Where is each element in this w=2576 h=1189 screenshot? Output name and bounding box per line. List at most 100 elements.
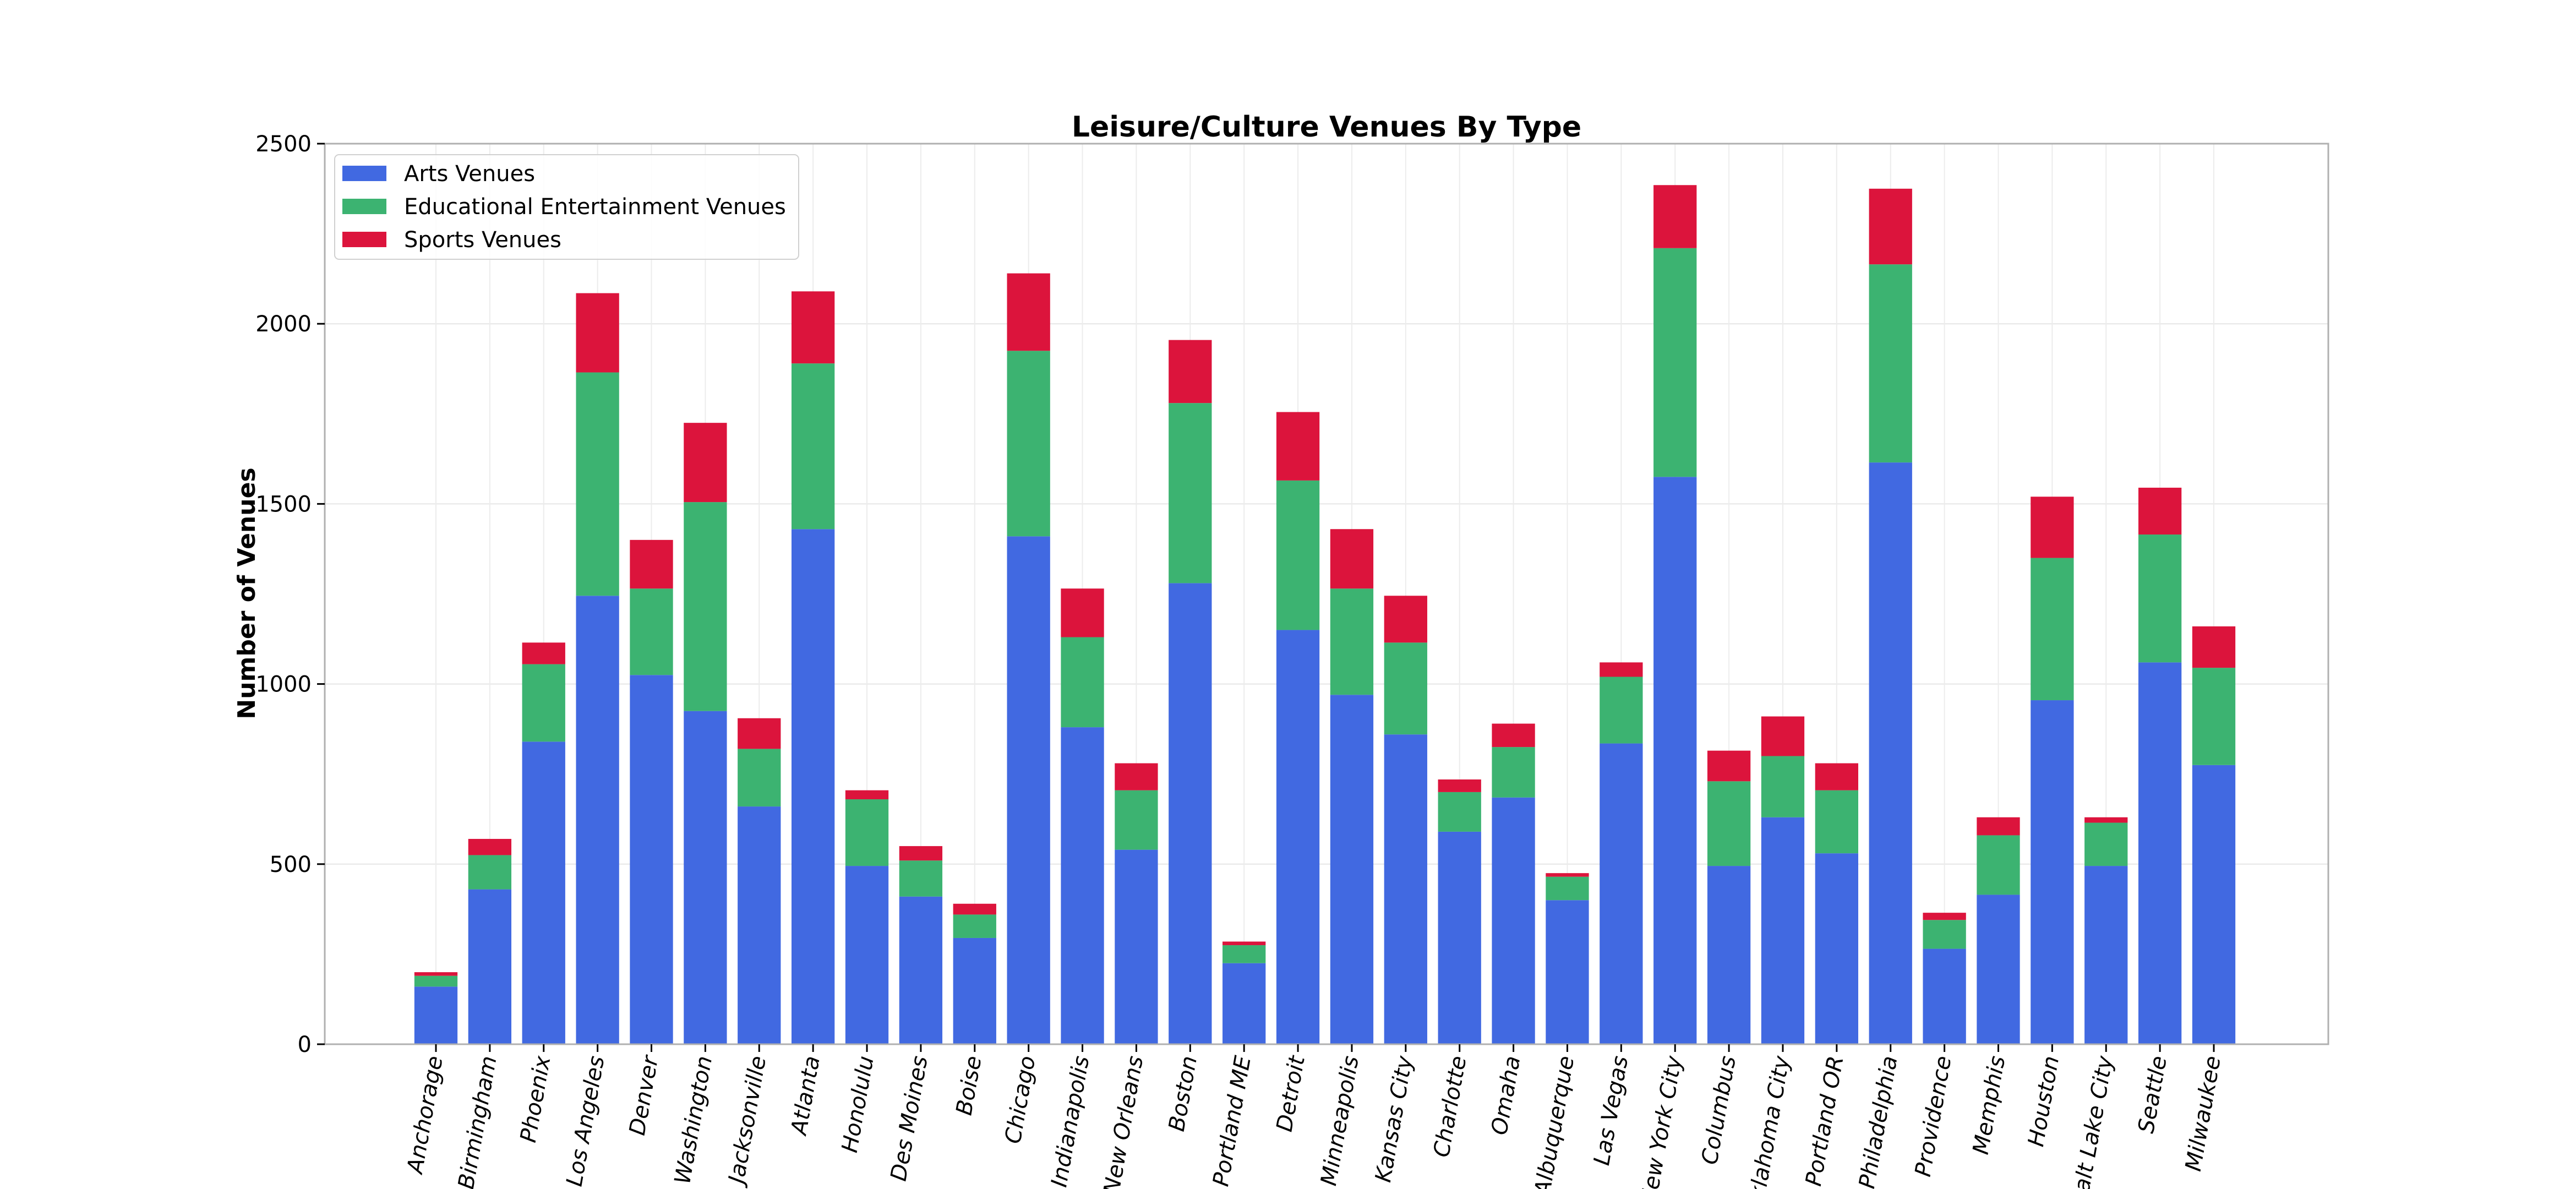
bar-educational-seattle [2138, 534, 2182, 663]
bar-sports-phoenix [522, 642, 565, 664]
x-tick-label: Denver [625, 1052, 664, 1137]
x-tick-label: Boston [1164, 1054, 1202, 1133]
bar-arts-anchorage [414, 986, 458, 1044]
bar-educational-honolulu [845, 799, 889, 866]
bar-arts-minneapolis [1330, 695, 1374, 1044]
x-tick-label: Oklahoma City [1742, 1053, 1795, 1189]
bar-educational-des-moines [899, 860, 943, 897]
x-tick-label: Boise [951, 1054, 986, 1117]
y-tick-label: 1500 [255, 492, 312, 517]
bar-educational-minneapolis [1330, 588, 1374, 695]
bar-sports-seattle [2138, 487, 2182, 535]
x-tick-label: Philadelphia [1854, 1054, 1903, 1189]
bar-educational-philadelphia [1869, 264, 1912, 463]
bar-arts-salt-lake-city [2084, 866, 2128, 1044]
bar-sports-memphis [1977, 817, 2020, 836]
bar-arts-albuquerque [1546, 900, 1589, 1044]
bar-sports-providence [1923, 913, 1966, 920]
x-tick-label: Honolulu [837, 1054, 879, 1155]
legend-swatch [342, 199, 386, 214]
bar-educational-los-angeles [576, 372, 619, 596]
bar-arts-indianapolis [1061, 727, 1104, 1044]
bar-arts-portland-me [1222, 963, 1266, 1044]
bar-sports-indianapolis [1061, 588, 1104, 637]
bar-educational-providence [1923, 920, 1966, 949]
bar-arts-phoenix [522, 741, 565, 1044]
bar-educational-charlotte [1438, 792, 1481, 832]
bar-sports-minneapolis [1330, 529, 1374, 589]
plot-frame [324, 143, 2329, 1045]
x-tick-label: Phoenix [516, 1054, 556, 1144]
legend-box [334, 154, 799, 260]
x-tick-label: Las Vegas [1589, 1054, 1633, 1168]
legend-swatch [342, 166, 386, 181]
bar-educational-detroit [1276, 480, 1320, 630]
bar-arts-atlanta [792, 529, 835, 1044]
bar-arts-las-vegas [1600, 743, 1643, 1044]
bar-sports-portland-me [1222, 941, 1266, 946]
x-tick-label: Anchorage [402, 1054, 448, 1177]
x-tick-label: Atlanta [786, 1054, 825, 1138]
bar-educational-omaha [1492, 747, 1535, 798]
bar-sports-denver [630, 539, 673, 589]
bar-educational-washington [684, 502, 727, 711]
bar-arts-oklahoma-city [1761, 817, 1805, 1044]
bar-sports-jacksonville [738, 718, 781, 749]
y-axis-label: Number of Venues [233, 467, 261, 719]
bar-sports-houston [2031, 497, 2074, 558]
x-tick-label: Memphis [1968, 1054, 2011, 1157]
bar-sports-boise [953, 903, 996, 915]
bar-arts-jacksonville [738, 806, 781, 1044]
bar-educational-birmingham [468, 855, 512, 890]
x-tick-label: Minneapolis [1316, 1054, 1364, 1188]
bar-arts-charlotte [1438, 831, 1481, 1044]
y-tick-label: 2000 [255, 312, 312, 337]
bar-sports-milwaukee [2192, 626, 2236, 668]
grid [325, 143, 2328, 1045]
bar-sports-des-moines [899, 846, 943, 861]
bar-sports-detroit [1276, 412, 1320, 481]
y-tick-label: 1000 [255, 672, 312, 697]
x-tick-label: Los Angeles [562, 1054, 610, 1188]
bar-educational-denver [630, 588, 673, 675]
bar-sports-washington [684, 423, 727, 503]
bar-sports-birmingham [468, 838, 512, 855]
bar-arts-chicago [1007, 536, 1050, 1044]
x-tick-label: Houston [2023, 1054, 2064, 1149]
bar-educational-portland-or [1815, 790, 1858, 854]
bar-sports-new-york-city [1653, 185, 1697, 248]
bar-educational-indianapolis [1061, 637, 1104, 728]
chart-title: Leisure/Culture Venues By Type [1072, 111, 1581, 144]
x-tick-label: Birmingham [454, 1054, 502, 1189]
legend-label: Arts Venues [404, 161, 535, 187]
x-tick-label: Columbus [1697, 1054, 1741, 1166]
x-tick-label: Washington [670, 1054, 717, 1186]
bar-arts-philadelphia [1869, 462, 1912, 1044]
bar-arts-kansas-city [1384, 734, 1427, 1044]
bar-arts-providence [1923, 948, 1966, 1044]
bar-sports-new-orleans [1115, 763, 1158, 790]
bar-arts-detroit [1276, 630, 1320, 1044]
legend-label: Educational Entertainment Venues [404, 194, 786, 220]
bar-arts-columbus [1707, 866, 1751, 1044]
x-tick-label: Portland ME [1208, 1054, 1256, 1188]
bar-arts-boise [953, 937, 996, 1044]
bar-educational-milwaukee [2192, 668, 2236, 765]
bar-educational-new-orleans [1115, 790, 1158, 850]
y-tick-label: 0 [298, 1032, 312, 1057]
bar-educational-columbus [1707, 781, 1751, 866]
x-tick-label: Omaha [1487, 1054, 1525, 1137]
x-tick-label: Jacksonville [723, 1054, 771, 1189]
bar-arts-new-orleans [1115, 849, 1158, 1044]
x-tick-label: Providence [1911, 1054, 1957, 1179]
bar-educational-houston [2031, 558, 2074, 701]
legend-swatch [342, 232, 386, 247]
bar-educational-albuquerque [1546, 876, 1589, 901]
bar-sports-oklahoma-city [1761, 716, 1805, 756]
bar-educational-oklahoma-city [1761, 756, 1805, 817]
bar-educational-salt-lake-city [2084, 822, 2128, 866]
bar-arts-washington [684, 711, 727, 1044]
bar-arts-omaha [1492, 797, 1535, 1044]
bar-arts-memphis [1977, 895, 2020, 1044]
